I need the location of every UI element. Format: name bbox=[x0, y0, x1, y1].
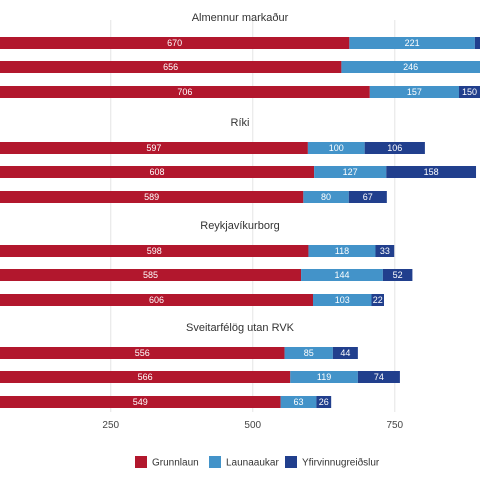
legend-label: Grunnlaun bbox=[152, 458, 199, 469]
data-label: 67 bbox=[363, 192, 373, 202]
panel-1: Almennur markaður 670 221 656 246 706 157 150 bbox=[0, 12, 480, 98]
legend-swatch bbox=[135, 456, 147, 468]
bar-segment-grunnlaun bbox=[0, 166, 315, 178]
bar-segment-launaaukar bbox=[369, 86, 459, 98]
bar-segment-launaaukar bbox=[308, 245, 376, 257]
legend-item: Grunnlaun bbox=[135, 456, 199, 469]
bar-segment-yfirvinnugreiðslur bbox=[316, 396, 332, 408]
bar-segment-yfirvinnugreiðslur bbox=[371, 294, 384, 306]
panel-title: Almennur markaður bbox=[192, 12, 289, 24]
data-label: 144 bbox=[334, 270, 349, 280]
legend: Grunnlaun Launaaukar Yfirvinnugreiðslur bbox=[135, 456, 380, 469]
bar-segment-grunnlaun bbox=[0, 371, 291, 383]
data-label: 26 bbox=[319, 397, 329, 407]
bar-segment-launaaukar bbox=[307, 142, 365, 154]
panel-title: Sveitarfélög utan RVK bbox=[186, 322, 295, 334]
data-label: 589 bbox=[144, 192, 159, 202]
bar-segment-yfirvinnugreiðslur bbox=[382, 269, 413, 281]
data-label: 22 bbox=[373, 295, 383, 305]
data-label: 52 bbox=[393, 270, 403, 280]
data-label: 33 bbox=[380, 246, 390, 256]
bar-segment-launaaukar bbox=[341, 61, 480, 73]
bar-segment-launaaukar bbox=[284, 347, 333, 359]
data-label: 246 bbox=[403, 62, 418, 72]
bar-segment-yfirvinnugreiðslur bbox=[348, 191, 387, 203]
data-label: 598 bbox=[147, 246, 162, 256]
bar-segment-grunnlaun bbox=[0, 294, 313, 306]
bar-segment-launaaukar bbox=[290, 371, 358, 383]
bar-segment-launaaukar bbox=[312, 294, 372, 306]
x-tick-label: 250 bbox=[102, 420, 119, 431]
data-label: 597 bbox=[146, 143, 161, 153]
data-label: 106 bbox=[387, 143, 402, 153]
data-label: 80 bbox=[321, 192, 331, 202]
legend-swatch bbox=[285, 456, 297, 468]
bar-segment-grunnlaun bbox=[0, 142, 308, 154]
bar-segment-launaaukar bbox=[314, 166, 387, 178]
legend-swatch bbox=[209, 456, 221, 468]
bar-segment-grunnlaun bbox=[0, 191, 304, 203]
bar-segment-grunnlaun bbox=[0, 86, 370, 98]
bar-segment-launaaukar bbox=[301, 269, 383, 281]
x-tick-label: 750 bbox=[386, 420, 403, 431]
panel-4: Sveitarfélög utan RVK 556 85 44 566 119 74 549 6… bbox=[0, 322, 400, 408]
bar-segment-yfirvinnugreiðslur bbox=[458, 86, 480, 98]
data-label: 608 bbox=[150, 167, 165, 177]
bar-segment-yfirvinnugreiðslur bbox=[357, 371, 400, 383]
bar-segment-yfirvinnugreiðslur bbox=[474, 37, 480, 49]
bar-segment-launaaukar bbox=[303, 191, 349, 203]
bar-segment-grunnlaun bbox=[0, 269, 302, 281]
panel-title: Ríki bbox=[231, 117, 250, 129]
bar-segment-launaaukar bbox=[280, 396, 317, 408]
data-label: 119 bbox=[317, 372, 331, 382]
data-label: 158 bbox=[424, 167, 439, 177]
bar-segment-grunnlaun bbox=[0, 347, 285, 359]
data-label: 44 bbox=[340, 348, 350, 358]
legend-item: Launaaukar bbox=[209, 456, 279, 469]
bar-segment-yfirvinnugreiðslur bbox=[332, 347, 358, 359]
data-label: 706 bbox=[177, 87, 192, 97]
data-label: 585 bbox=[143, 270, 158, 280]
bar-segment-yfirvinnugreiðslur bbox=[375, 245, 395, 257]
legend-item: Yfirvinnugreiðslur bbox=[285, 456, 380, 469]
data-label: 556 bbox=[135, 348, 150, 358]
bar-segment-yfirvinnugreiðslur bbox=[386, 166, 477, 178]
bar-segment-launaaukar bbox=[349, 37, 475, 49]
bar-segment-grunnlaun bbox=[0, 396, 281, 408]
data-label: 118 bbox=[335, 246, 349, 256]
gridlines bbox=[110, 20, 396, 412]
data-label: 74 bbox=[374, 372, 384, 382]
data-label: 656 bbox=[163, 62, 178, 72]
data-label: 85 bbox=[304, 348, 314, 358]
legend-label: Launaaukar bbox=[226, 458, 279, 469]
data-label: 606 bbox=[149, 295, 164, 305]
legend-label: Yfirvinnugreiðslur bbox=[302, 457, 380, 469]
data-label: 150 bbox=[462, 87, 477, 97]
data-label: 157 bbox=[407, 87, 422, 97]
data-label: 670 bbox=[167, 38, 182, 48]
bar-segment-grunnlaun bbox=[0, 245, 309, 257]
data-label: 63 bbox=[294, 397, 304, 407]
data-label: 221 bbox=[405, 38, 420, 48]
panel-3: Reykjavíkurborg 598 118 33 585 144 52 606 103 22 bbox=[0, 220, 413, 306]
data-label: 549 bbox=[133, 397, 148, 407]
bar-segment-grunnlaun bbox=[0, 37, 350, 49]
panel-title: Reykjavíkurborg bbox=[200, 220, 279, 232]
panel-2: Ríki 597 100 106 608 127 158 589 80 67 bbox=[0, 117, 477, 203]
x-axis: 250 500 750 bbox=[102, 420, 403, 431]
bar-segment-yfirvinnugreiðslur bbox=[364, 142, 425, 154]
x-tick-label: 500 bbox=[244, 420, 261, 431]
data-label: 100 bbox=[329, 143, 344, 153]
data-label: 103 bbox=[335, 295, 350, 305]
bar-segment-grunnlaun bbox=[0, 61, 342, 73]
data-label: 127 bbox=[343, 167, 358, 177]
data-label: 566 bbox=[138, 372, 153, 382]
